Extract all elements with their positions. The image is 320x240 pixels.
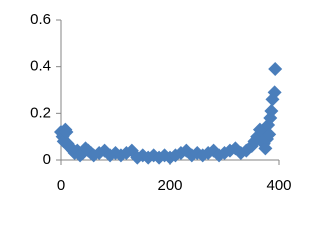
y-tick-label: 0.4 [30,58,51,75]
x-tick-label: 400 [266,177,291,194]
x-tick-label: 0 [57,177,65,194]
point [264,104,279,118]
point [258,141,273,156]
point [268,62,283,76]
y-tick-label: 0 [43,151,51,168]
point [267,85,282,100]
chart: 0 0.2 0.4 0.6 0 200 400 [30,11,291,194]
point [262,127,277,142]
y-tick-label: 0.6 [30,11,51,28]
x-tick-label: 200 [157,177,182,194]
y-tick-label: 0.2 [30,104,51,121]
point [59,125,74,139]
